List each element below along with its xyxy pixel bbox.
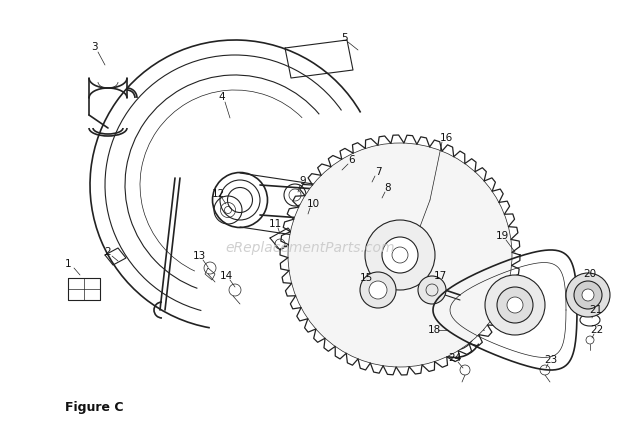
Text: 23: 23: [544, 355, 557, 365]
Text: 3: 3: [91, 42, 97, 52]
Text: 16: 16: [440, 133, 453, 143]
Text: eReplacementParts.com: eReplacementParts.com: [225, 241, 395, 255]
Text: 19: 19: [495, 231, 508, 241]
Circle shape: [382, 237, 418, 273]
Circle shape: [360, 272, 396, 308]
Circle shape: [566, 273, 610, 317]
Text: 17: 17: [433, 271, 446, 281]
Text: 8: 8: [384, 183, 391, 193]
Circle shape: [507, 297, 523, 313]
Circle shape: [365, 220, 435, 290]
Text: 5: 5: [340, 33, 347, 43]
Text: 22: 22: [590, 325, 604, 335]
Text: 10: 10: [306, 199, 319, 209]
Circle shape: [485, 275, 545, 335]
Text: 7: 7: [374, 167, 381, 177]
Circle shape: [418, 276, 446, 304]
Text: 13: 13: [192, 251, 206, 261]
Text: 18: 18: [427, 325, 441, 335]
Circle shape: [582, 289, 594, 301]
Text: 6: 6: [348, 155, 355, 165]
Text: 11: 11: [268, 219, 281, 229]
Text: 9: 9: [299, 176, 306, 186]
Text: 12: 12: [211, 189, 224, 199]
Text: 24: 24: [448, 353, 462, 363]
Text: 20: 20: [583, 269, 596, 279]
Text: 14: 14: [219, 271, 232, 281]
Circle shape: [369, 281, 387, 299]
Circle shape: [497, 287, 533, 323]
Text: Figure C: Figure C: [65, 402, 123, 415]
Circle shape: [574, 281, 602, 309]
Text: 21: 21: [590, 305, 603, 315]
Text: 4: 4: [219, 92, 225, 102]
Text: 2: 2: [105, 247, 112, 257]
Circle shape: [288, 143, 512, 367]
Text: 1: 1: [64, 259, 71, 269]
Text: 15: 15: [360, 273, 373, 283]
